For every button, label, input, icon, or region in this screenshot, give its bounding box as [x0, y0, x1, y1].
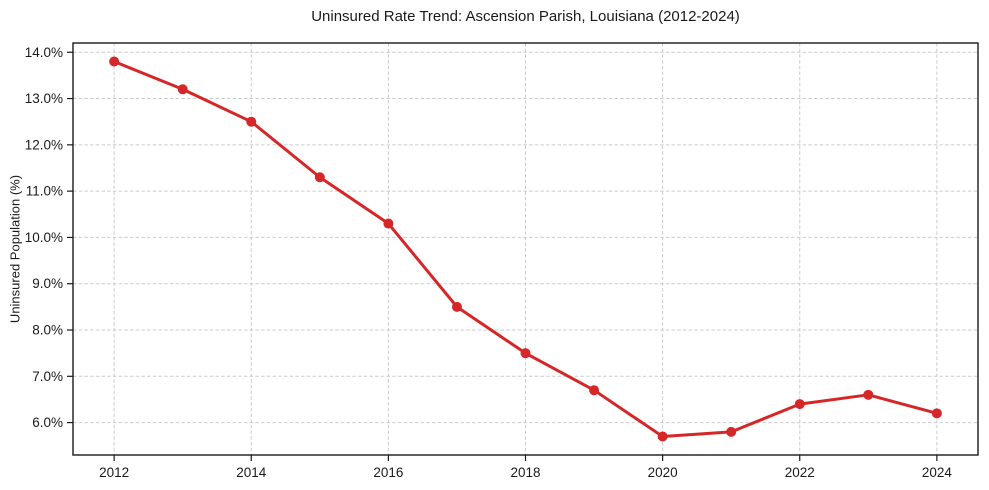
data-point	[794, 399, 805, 410]
data-point	[931, 408, 942, 419]
y-tick-label: 11.0%	[26, 184, 63, 199]
y-tick-label: 10.0%	[25, 230, 63, 245]
x-tick-label: 2018	[510, 465, 540, 480]
y-tick-label: 8.0%	[32, 323, 63, 338]
data-point	[520, 348, 531, 359]
x-tick-label: 2014	[236, 465, 267, 480]
y-tick-label: 7.0%	[32, 369, 63, 384]
data-point	[383, 218, 394, 229]
data-point	[109, 56, 120, 67]
x-tick-label: 2024	[922, 465, 953, 480]
data-point	[657, 431, 668, 442]
x-tick-label: 2016	[373, 465, 403, 480]
data-point	[726, 426, 737, 437]
chart-title: Uninsured Rate Trend: Ascension Parish, …	[311, 8, 740, 25]
x-tick-label: 2022	[785, 465, 815, 480]
data-point	[177, 84, 188, 95]
data-point	[451, 301, 462, 312]
data-point	[314, 172, 325, 183]
y-tick-label: 14.0%	[25, 45, 63, 60]
gridlines	[73, 43, 978, 455]
y-tick-label: 13.0%	[25, 91, 63, 106]
y-tick-label: 9.0%	[32, 276, 63, 291]
data-point	[589, 385, 600, 396]
data-point	[246, 116, 257, 127]
y-tick-label: 12.0%	[25, 137, 63, 152]
data-point	[863, 389, 874, 400]
x-tick-label: 2020	[648, 465, 678, 480]
y-tick-label: 6.0%	[32, 415, 63, 430]
x-tick-label: 2012	[99, 465, 129, 480]
axes-ticks: 6.0% 7.0% 8.0% 9.0% 10.0% 11.0% 12.0% 13.0% 14.0…	[25, 45, 953, 480]
